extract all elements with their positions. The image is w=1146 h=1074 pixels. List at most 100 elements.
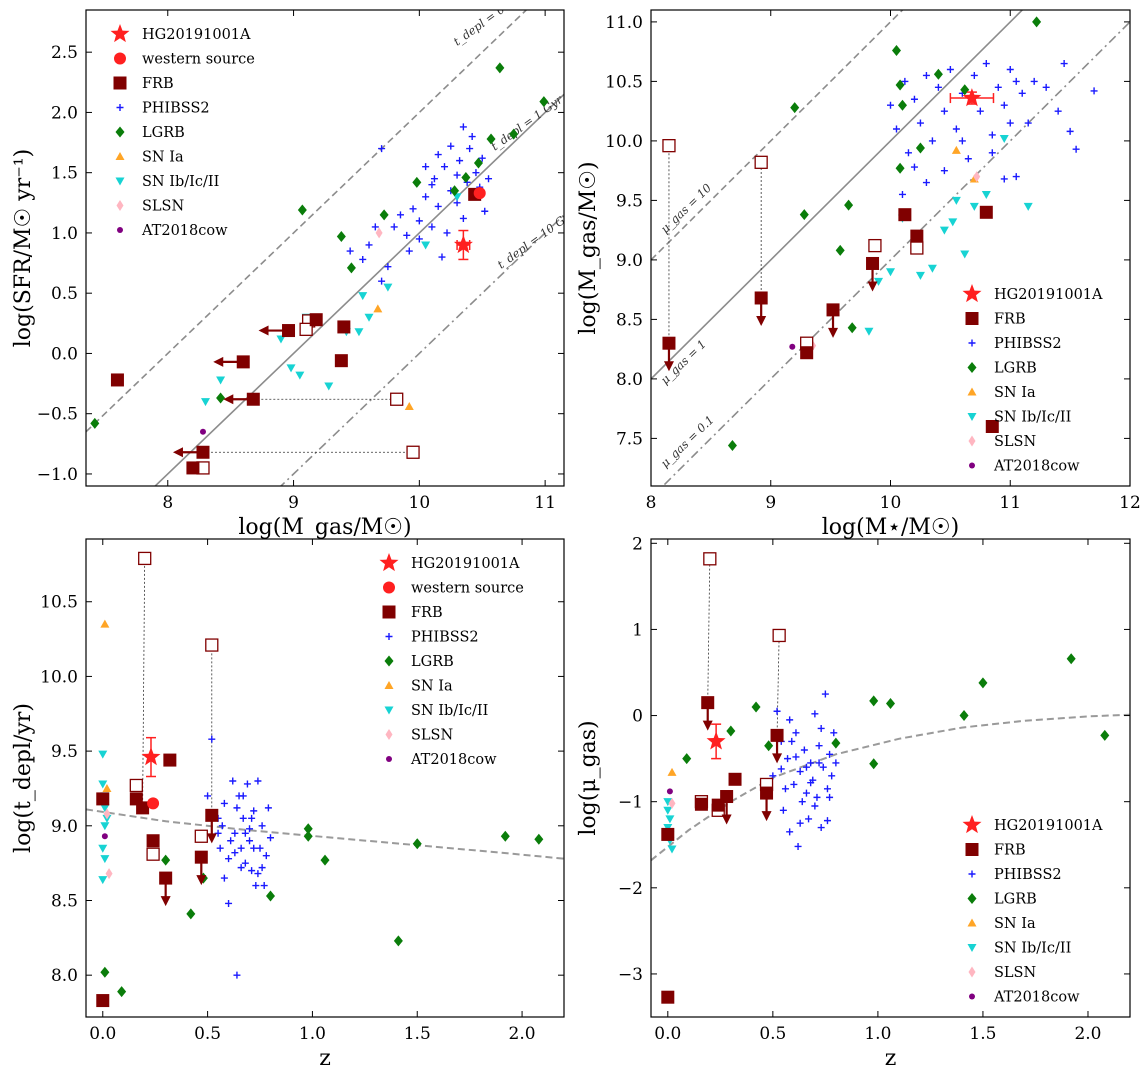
x-tick-label: 0.0 [89,1024,116,1044]
legend-label: LGRB [994,892,1037,908]
legend-marker-FRB [965,843,979,856]
legend-marker-SNIbc [115,177,125,186]
x-tick-label: 1.5 [969,1024,996,1044]
snibc-point [100,822,110,831]
legend-label: SLSN [994,965,1036,981]
frb-point [826,303,840,317]
snibc-point [98,876,108,885]
phibss2-point [1066,127,1074,135]
snibc-point [98,844,108,853]
snibc-point [667,845,677,854]
frb-limit-arrow-head [196,875,207,886]
snibc-point [665,815,675,824]
legend-label: SN Ia [994,916,1036,932]
phibss2-point [214,829,222,837]
panel-tdepl-vs-z-legend: HG20191001A western source FRB PHIBSS2 LGRB S… [379,553,524,768]
phibss2-point [422,193,430,201]
x-tick-label: 2.0 [509,1024,536,1044]
y-tick-label: 11.0 [605,13,643,33]
legend-label: LGRB [411,654,454,670]
legend-label: FRB [142,76,174,92]
line-annotation: μ_gas = 10 [658,181,714,236]
phibss2-point [250,807,258,815]
at2018cow-point [101,833,108,840]
panel-mugas-vs-z: 0.0 0.5 1.0 1.5 2.0 −3 −2 −1 0 1 2 HG20191001A FRB P… [576,534,1131,1071]
panel-mgas-vs-mstar-xlabel: log(M⋆/M☉) [822,515,960,540]
panel-tdepl-vs-z-xlabel: z [319,1046,331,1071]
legend-label: PHIBSS2 [994,336,1062,352]
frb-point [720,790,734,804]
panel-sfr-vs-mgas-legend: HG20191001A western source FRB PHIBSS2 LGRB S… [110,24,255,239]
hg20191001a-point [453,235,473,254]
phibss2-point [216,844,224,852]
snia-point [100,619,110,628]
frb-point [110,373,124,387]
phibss2-point [233,971,241,979]
trend-curve [86,808,564,860]
hg20191001a-point [141,747,161,766]
snibc-point [364,313,374,322]
phibss2-point [807,759,815,767]
phibss2-point [817,824,825,832]
frb-open-point [406,445,420,459]
legend-marker-PHIBSS2 [968,870,976,878]
phibss2-point [246,825,254,833]
y-tick-label: 2.5 [51,43,78,63]
phibss2-point [970,71,978,79]
legend-label: PHIBSS2 [142,101,210,117]
legend-label: SN Ib/Ic/II [994,941,1071,957]
y-tick-label: 2 [632,534,643,554]
frb-point [337,320,351,334]
legend-label: HG20191001A [411,556,520,572]
phibss2-point [378,277,386,285]
phibss2-point [892,125,900,133]
frb-open-point [390,392,404,406]
lgrb-point [790,102,800,114]
phibss2-point [478,154,486,162]
y-tick-label: 2.0 [51,103,78,123]
frb-point [701,696,715,710]
snibc-point [663,806,673,815]
phibss2-point [258,864,266,872]
frb-point [898,208,912,222]
lgrb-point [844,199,854,211]
legend-marker-SLSN [385,729,393,740]
lgrb-point [297,204,307,216]
phibss2-point [828,772,836,780]
frb-limit-arrow-head [702,720,713,731]
phibss2-point [922,179,930,187]
legend-marker-SNIbc [967,413,977,421]
phibss2-point [415,217,423,225]
phibss2-point [260,882,268,890]
legend-label: SN Ia [411,679,453,695]
snibc-point [358,292,368,301]
snibc-point [98,750,108,759]
legend-marker-PHIBSS2 [385,633,393,640]
y-tick-label: −2 [618,879,643,899]
lgrb-point [303,823,313,835]
legend-marker-SNIa [115,152,125,160]
phibss2-point [415,235,423,243]
legend-marker-SNIa [384,681,394,689]
legend-marker-AT2018cow [969,993,975,1000]
lgrb-point [915,142,925,154]
legend-label: HG20191001A [994,287,1103,303]
y-tick-label: −1.0 [37,465,78,485]
phibss2-point [830,729,838,737]
lgrb-point [847,322,857,334]
legend-marker-FRB [382,605,396,619]
phibss2-point [823,785,831,793]
phibss2-point [262,852,270,860]
phibss2-point [826,750,834,758]
panel-tdepl-vs-z-ylabel: log(t_depl/yr) [11,703,36,853]
y-tick-label: 10.0 [40,667,78,687]
panel-mugas-vs-z-marks [651,552,1130,1004]
phibss2-point [227,837,235,845]
legend-marker-PHIBSS2 [968,339,976,347]
phibss2-point [958,137,966,145]
snibc-point [951,196,961,205]
y-tick-label: 0.5 [51,284,78,304]
panel-mugas-vs-z-ylabel: log(μ_gas) [576,720,601,835]
lgrb-point [539,96,549,108]
frb-open-point [194,829,208,843]
